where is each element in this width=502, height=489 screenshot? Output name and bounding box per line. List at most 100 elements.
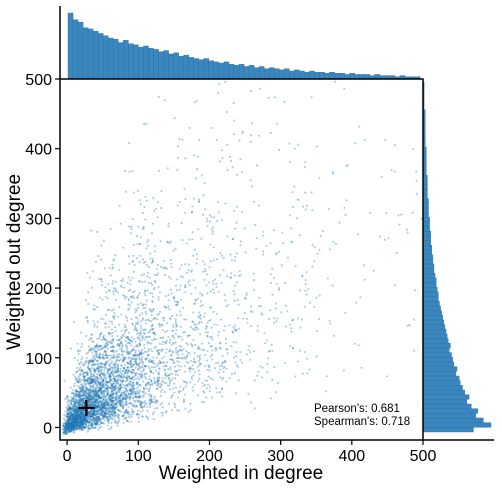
scatter-point [233,299,236,302]
scatter-point [94,377,97,380]
scatter-point [202,260,205,263]
scatter-point [233,209,236,212]
scatter-point [184,407,187,410]
top-hist-bar [223,61,230,80]
scatter-point [118,379,121,382]
scatter-point [301,274,304,277]
scatter-point [104,339,107,342]
scatter-point [89,337,92,340]
scatter-point [110,342,113,345]
scatter-point [100,403,103,406]
scatter-point [234,361,237,364]
scatter-point [122,383,125,386]
scatter-point [176,359,179,363]
scatter-point [132,371,135,374]
scatter-point [72,404,75,407]
scatter-point [168,384,171,387]
scatter-point [77,404,80,407]
scatter-point [198,139,201,142]
right-hist-bar [422,422,492,428]
scatter-point [133,345,136,348]
scatter-point [96,378,99,381]
scatter-point [87,424,90,427]
scatter-point [325,375,328,378]
scatter-point [206,379,209,382]
scatter-point [126,395,129,398]
scatter-point [73,407,76,410]
scatter-point [178,137,181,140]
scatter-point [82,424,85,427]
scatter-point [141,318,144,322]
scatter-point [301,372,304,375]
scatter-point [343,87,346,90]
scatter-point [235,328,238,331]
scatter-point [252,279,256,282]
scatter-point [79,413,82,416]
scatter-point [166,339,169,342]
scatter-point [63,431,66,434]
scatter-point [101,347,104,351]
scatter-point [72,417,76,420]
scatter-point [126,379,129,382]
scatter-point [174,377,177,380]
scatter-point [172,359,175,362]
scatter-point [297,143,300,146]
scatter-point [93,412,96,415]
scatter-point [232,237,235,240]
scatter-point [84,389,87,392]
scatter-point [197,369,200,372]
scatter-point [158,360,161,363]
scatter-point [104,384,107,387]
scatter-point [194,326,197,329]
scatter-point [69,417,72,420]
scatter-point [128,377,131,380]
scatter-point [95,379,98,382]
scatter-point [84,361,87,364]
scatter-point [200,321,203,324]
scatter-point [99,389,102,392]
scatter-point [120,394,123,397]
scatter-point [74,410,77,413]
scatter-point [203,263,206,266]
scatter-point [205,359,209,362]
scatter-point [93,379,96,382]
scatter-point [214,349,217,352]
top-hist-bar [294,69,300,80]
scatter-point [249,401,252,404]
scatter-point [79,416,82,419]
scatter-point [291,191,294,194]
scatter-point [98,426,101,429]
scatter-point [107,415,110,419]
scatter-point [77,417,80,420]
scatter-point [74,421,77,424]
scatter-point [93,355,96,358]
scatter-point [273,321,276,324]
scatter-point [308,368,311,371]
top-hist-bar [113,38,119,80]
scatter-point [79,421,82,425]
scatter-point [92,357,95,360]
scatter-point [103,363,107,366]
scatter-point [67,422,70,426]
scatter-point [68,422,71,425]
scatter-point [88,398,92,401]
scatter-point [204,364,207,368]
scatter-point [110,357,113,360]
scatter-point [146,382,149,386]
scatter-point [112,259,115,262]
scatter-point [77,421,80,424]
scatter-point [269,349,272,352]
scatter-point [73,423,76,426]
scatter-point [181,338,184,341]
scatter-point [136,257,139,260]
scatter-point [177,396,180,399]
scatter-point [206,224,209,227]
scatter-point [190,211,194,214]
scatter-point [142,328,145,332]
scatter-point [104,326,107,329]
scatter-point [90,378,93,381]
scatter-point [108,410,111,413]
scatter-point [97,382,100,385]
scatter-point [137,355,140,358]
scatter-point [69,423,72,427]
